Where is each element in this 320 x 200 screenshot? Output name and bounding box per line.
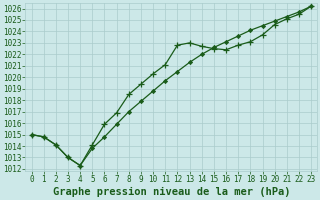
- X-axis label: Graphe pression niveau de la mer (hPa): Graphe pression niveau de la mer (hPa): [52, 187, 290, 197]
